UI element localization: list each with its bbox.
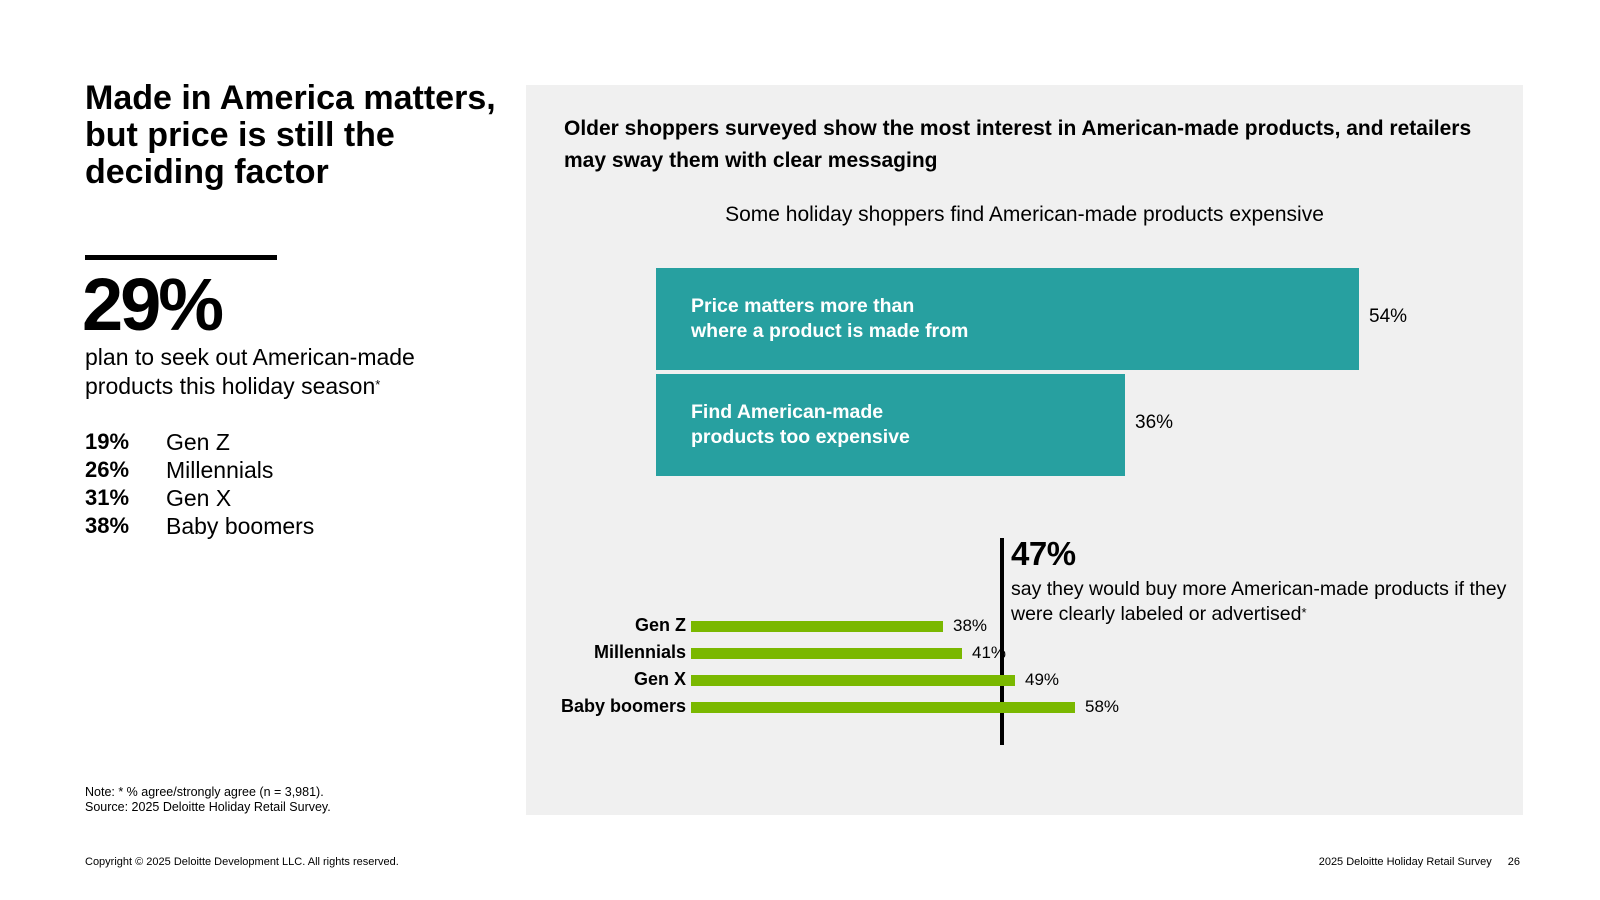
green-bar <box>691 702 1075 713</box>
generation-bar-label: Baby boomers <box>560 696 686 716</box>
footer-survey-name: 2025 Deloitte Holiday Retail Survey <box>1318 856 1492 868</box>
teal-bar-label: Price matters more than where a product i… <box>691 268 968 370</box>
generation-label: Baby boomers <box>166 512 315 539</box>
chart-panel: Older shoppers surveyed show the most in… <box>526 85 1523 815</box>
footer-right: 2025 Deloitte Holiday Retail Survey 26 <box>1319 856 1520 868</box>
teal-bar-label-line: Find American-made <box>691 401 884 423</box>
divider-rule <box>85 255 277 260</box>
generation-row: 19% Gen Z <box>85 428 314 456</box>
generation-value: 19% <box>85 429 130 454</box>
generation-list: 19% Gen Z 26% Millennials 31% Gen X 38% … <box>85 428 314 540</box>
chart-title: Some holiday shoppers find American-made… <box>725 203 1324 226</box>
headline-stat-text: plan to seek out American-made products … <box>85 344 415 399</box>
teal-bar-label-line: where a product is made from <box>691 320 969 342</box>
teal-bar-label-line: products too expensive <box>691 426 910 448</box>
green-bar <box>691 648 962 659</box>
footnote-marker: * <box>375 377 381 392</box>
generation-value: 31% <box>85 485 130 510</box>
page-title: Made in America matters, but price is st… <box>85 79 496 191</box>
note-line: Note: * % agree/strongly agree (n = 3,98… <box>85 785 324 799</box>
teal-bar-value: 36% <box>1135 412 1174 433</box>
headline-stat-value: 29% <box>82 263 224 346</box>
teal-bar-label-lines: Find American-made products too expensive <box>691 400 910 450</box>
generation-value: 26% <box>85 457 130 482</box>
teal-bar: Find American-made products too expensive <box>656 374 1125 476</box>
green-bar-value: 49% <box>1025 670 1060 689</box>
generation-row: 26% Millennials <box>85 456 314 484</box>
generation-bar-label: Gen Z <box>634 615 686 635</box>
callout-description: say they would buy more American-made pr… <box>1011 577 1511 627</box>
green-bar <box>691 675 1015 686</box>
page-number: 26 <box>1507 856 1520 868</box>
panel-title: Older shoppers surveyed show the most in… <box>564 117 1472 172</box>
reference-line <box>1000 538 1004 745</box>
source-note: Note: * % agree/strongly agree (n = 3,98… <box>85 785 331 815</box>
generation-bar-label: Millennials <box>593 642 686 662</box>
teal-bar-value: 54% <box>1369 306 1408 327</box>
teal-bar-label-line: Price matters more than <box>691 295 915 317</box>
generation-label: Millennials <box>166 456 274 483</box>
footnote-marker: * <box>1301 605 1307 620</box>
generation-row: 38% Baby boomers <box>85 512 314 540</box>
generation-row: 31% Gen X <box>85 484 314 512</box>
teal-bar-label-lines: Price matters more than where a product i… <box>691 294 968 344</box>
green-bar-value: 58% <box>1085 697 1120 716</box>
copyright-footer: Copyright © 2025 Deloitte Development LL… <box>85 856 399 868</box>
green-bar-value: 38% <box>953 616 988 635</box>
generation-label: Gen X <box>166 484 232 511</box>
teal-bar-label: Find American-made products too expensive <box>691 374 910 476</box>
source-line: Source: 2025 Deloitte Holiday Retail Sur… <box>85 800 331 814</box>
generation-value: 38% <box>85 513 130 538</box>
callout-text: say they would buy more American-made pr… <box>1011 578 1507 625</box>
green-bar-value: 41% <box>972 643 1007 662</box>
teal-bar: Price matters more than where a product i… <box>656 268 1359 370</box>
green-bar <box>691 621 943 632</box>
generation-label: Gen Z <box>166 428 230 455</box>
generation-bar-label: Gen X <box>633 669 686 689</box>
callout-stat-value: 47% <box>1011 535 1076 572</box>
headline-stat-description: plan to seek out American-made products … <box>85 343 485 401</box>
